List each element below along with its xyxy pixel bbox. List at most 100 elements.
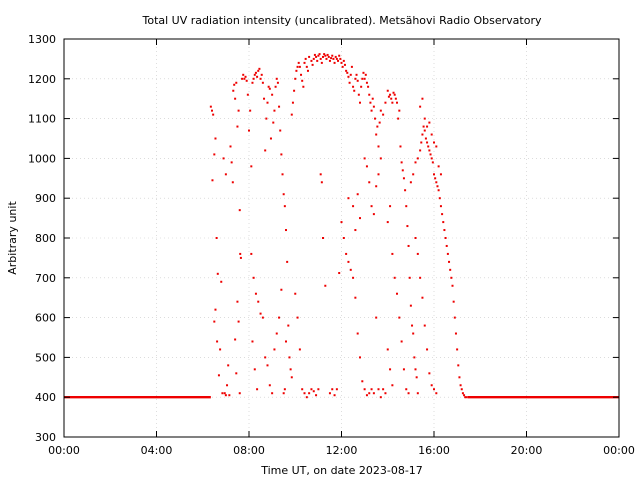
data-point	[402, 177, 405, 180]
data-point	[448, 260, 451, 263]
data-point	[359, 217, 361, 220]
data-point	[323, 53, 326, 56]
data-point	[415, 376, 418, 379]
data-point	[346, 71, 349, 74]
data-point	[347, 197, 350, 200]
data-point	[437, 165, 440, 168]
x-tick-label: 00:00	[48, 444, 80, 457]
data-point	[289, 368, 292, 371]
data-point	[335, 57, 338, 60]
y-tick-label: 700	[35, 272, 56, 285]
data-point	[226, 384, 229, 387]
data-point	[431, 161, 434, 164]
data-point	[332, 57, 335, 60]
data-point	[426, 348, 429, 351]
data-point	[252, 77, 255, 80]
data-point	[246, 93, 249, 96]
data-point	[349, 268, 352, 271]
data-point	[349, 73, 352, 76]
data-point	[423, 117, 426, 120]
data-point	[414, 161, 417, 164]
data-point	[397, 117, 400, 120]
data-point	[361, 380, 364, 383]
data-point	[267, 85, 270, 88]
axis-ticks: 300 400 500 600 700 800 900 1000 1100 1200 1300 00:…	[28, 33, 635, 457]
data-point	[303, 392, 306, 395]
y-tick-label: 1000	[28, 152, 56, 165]
data-point	[328, 59, 331, 62]
data-point	[322, 55, 324, 58]
data-point	[272, 121, 275, 124]
data-point	[342, 59, 345, 62]
data-point	[330, 57, 333, 60]
data-point	[419, 276, 422, 279]
data-point	[365, 394, 368, 397]
data-point	[413, 356, 416, 359]
data-point	[224, 173, 227, 176]
data-point	[428, 121, 431, 124]
data-point	[430, 157, 433, 160]
data-point	[281, 173, 284, 176]
data-point	[220, 280, 223, 283]
data-point	[278, 316, 281, 319]
data-point	[347, 75, 350, 78]
data-point	[291, 101, 294, 104]
data-point	[295, 69, 298, 72]
data-point	[337, 59, 340, 62]
data-point	[352, 85, 355, 88]
data-point	[354, 77, 357, 80]
data-point	[265, 117, 268, 120]
data-point	[241, 77, 244, 80]
data-point	[354, 296, 357, 299]
data-point	[445, 244, 448, 247]
data-point	[405, 205, 408, 208]
data-point	[374, 117, 377, 120]
data-point	[302, 85, 305, 88]
data-point	[438, 197, 441, 200]
data-point	[266, 101, 269, 104]
data-point	[463, 394, 466, 397]
data-point	[320, 181, 323, 184]
data-point	[275, 77, 278, 80]
data-point	[333, 394, 336, 397]
data-point	[430, 384, 433, 387]
data-point	[363, 157, 366, 160]
data-point	[312, 57, 315, 60]
data-point	[421, 133, 424, 136]
data-point	[411, 324, 414, 327]
data-point	[224, 394, 227, 397]
data-point	[305, 65, 308, 68]
data-point	[234, 338, 237, 341]
data-point	[238, 209, 241, 212]
data-point	[400, 161, 403, 164]
data-point	[426, 141, 429, 144]
data-point	[355, 73, 358, 76]
data-point	[317, 388, 320, 391]
data-point	[324, 284, 327, 287]
data-point	[362, 71, 365, 74]
data-point	[412, 173, 415, 176]
data-point	[315, 394, 318, 397]
data-point	[446, 252, 449, 255]
data-point	[238, 392, 241, 395]
data-point	[394, 97, 397, 100]
data-point	[274, 85, 277, 88]
data-point	[285, 340, 287, 343]
data-point	[214, 308, 217, 311]
data-point	[356, 332, 359, 335]
y-tick-label: 800	[35, 232, 56, 245]
data-point	[363, 77, 366, 80]
data-point	[254, 71, 257, 74]
data-point	[360, 85, 363, 88]
data-point	[372, 105, 375, 108]
data-point	[429, 153, 432, 156]
data-point	[354, 229, 357, 232]
data-point	[405, 388, 408, 391]
data-point	[363, 388, 366, 391]
data-point	[331, 54, 334, 57]
data-point	[449, 268, 452, 271]
data-point	[301, 79, 304, 82]
data-point	[365, 81, 368, 84]
data-point	[285, 229, 287, 232]
x-tick-label: 04:00	[141, 444, 173, 457]
